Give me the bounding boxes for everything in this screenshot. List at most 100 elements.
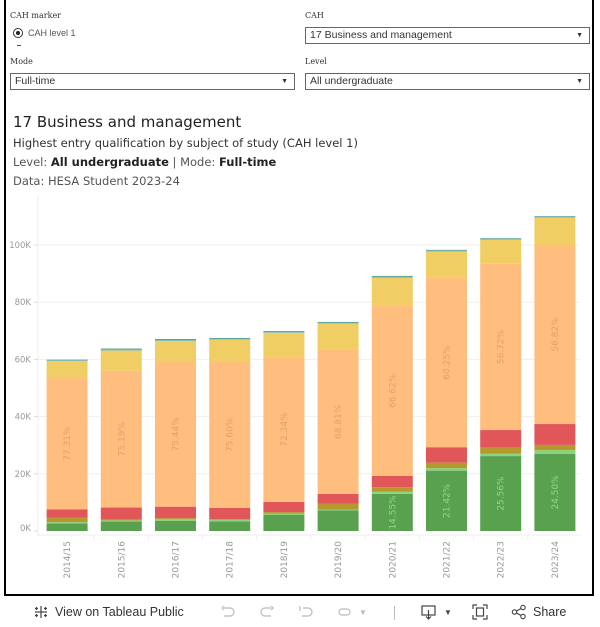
bar-stack: 72.34% [263, 331, 305, 531]
bar-data-label: 72.34% [280, 412, 290, 447]
page-title: 17 Business and management [13, 113, 242, 131]
bar-segment-teal [46, 359, 88, 361]
view-on-tableau-public-button[interactable]: View on Tableau Public [33, 604, 184, 620]
bar-segment-green [480, 456, 522, 531]
view-on-tableau-public-label: View on Tableau Public [55, 605, 184, 619]
bar-data-label: 66.62% [388, 373, 398, 408]
y-tick-label: 40K [15, 413, 32, 423]
bar-segment-olive [46, 517, 88, 523]
bar-segment-light-blue [480, 238, 522, 240]
fullscreen-icon [472, 604, 488, 620]
bar-stack: 14.55% 66.62% [371, 275, 413, 531]
bar-data-label: 60.25% [443, 345, 453, 380]
bar-segment-green [100, 521, 142, 531]
mode-dropdown-value: Full-time [15, 75, 56, 87]
bar-data-label: 75.44% [172, 417, 182, 452]
cah-dropdown-value: 17 Business and management [310, 29, 452, 41]
bar-stack: 24.50% 56.82% [534, 216, 576, 531]
refresh-button[interactable]: ▼ [337, 604, 367, 620]
bar-segment-red [263, 501, 305, 513]
bar-segment-light-blue [534, 216, 576, 218]
mode-filter-label: Mode [10, 57, 33, 66]
download-icon [421, 605, 436, 620]
x-tick-label: 2021/22 [443, 541, 453, 578]
redo-button[interactable] [259, 604, 275, 620]
bar-stack: 68.81% [317, 321, 359, 531]
level-dropdown[interactable]: All undergraduate ▼ [305, 73, 590, 90]
tableau-logo-icon [35, 606, 47, 618]
bar-stack: 21.42% 60.25% [426, 249, 467, 531]
bar-segment-light-blue [46, 360, 88, 362]
bar-segment-yellow [426, 251, 467, 278]
bar-segment-orange [371, 305, 413, 476]
chevron-down-icon: ▼ [576, 32, 583, 39]
bar-data-label: 56.72% [497, 329, 507, 364]
cah-level-1-label: CAH level 1 [28, 28, 76, 38]
bar-segment-light-green [317, 509, 359, 511]
bar-segment-olive [100, 518, 142, 521]
level-dropdown-value: All undergraduate [310, 75, 393, 87]
bar-segment-orange [155, 361, 196, 507]
dashboard-frame [4, 0, 594, 596]
mode-dropdown[interactable]: Full-time ▼ [10, 73, 295, 90]
bar-data-label: 75.60% [226, 417, 236, 452]
refresh-dropdown-icon: ▼ [359, 607, 367, 617]
bar-segment-yellow [46, 361, 88, 378]
bars: 77.31% 75.19% 75.44% 75.60% 72.34% 68.81% 14.5… [46, 216, 576, 531]
download-button[interactable]: ▼ [420, 604, 452, 620]
mode-prefix: Mode: [180, 155, 219, 169]
bar-segment-teal [371, 275, 413, 277]
fullscreen-button[interactable] [472, 604, 488, 620]
bar-segment-olive [371, 487, 413, 492]
bar-data-label: 68.81% [334, 404, 344, 439]
bar-segment-light-green [534, 450, 576, 454]
bar-segment-light-green [480, 453, 522, 457]
data-source: Data: HESA Student 2023-24 [13, 174, 180, 188]
cah-level-1-radio[interactable]: CAH level 1 [13, 28, 76, 38]
bar-segment-green [263, 514, 305, 531]
bar-segment-orange [534, 245, 576, 425]
bar-segment-orange [209, 361, 251, 508]
chart-subtitle: Highest entry qualification by subject o… [13, 136, 358, 150]
bar-segment-light-blue [263, 331, 305, 333]
bar-segment-yellow [480, 239, 522, 264]
chevron-down-icon: ▼ [281, 78, 288, 85]
bar-segment-orange [480, 263, 522, 431]
cah-dropdown[interactable]: 17 Business and management ▼ [305, 27, 590, 44]
bar-segment-light-blue [426, 250, 467, 252]
bar-segment-yellow [263, 332, 305, 358]
bar-segment-teal [100, 348, 142, 350]
bar-segment-teal [209, 337, 251, 339]
bar-data-label: 25.56% [497, 476, 507, 511]
bar-segment-olive [426, 462, 467, 469]
undo-button[interactable] [220, 604, 236, 620]
x-tick-label: 2020/21 [388, 541, 398, 578]
bar-segment-olive [317, 503, 359, 510]
bar-segment-red [100, 507, 142, 519]
revert-button[interactable] [298, 604, 314, 620]
y-tick-label: 60K [15, 355, 32, 365]
mode-value: Full-time [218, 155, 277, 169]
level-filter-label: Level [305, 57, 327, 66]
bar-segment-light-blue [209, 338, 251, 340]
bar-segment-olive [534, 444, 576, 451]
bar-segment-red [46, 509, 88, 518]
toolbar-divider [394, 606, 395, 620]
bar-segment-yellow [100, 350, 142, 371]
undo-icon [221, 605, 235, 617]
bar-segment-teal [480, 238, 522, 239]
bar-stack: 77.31% [46, 359, 88, 531]
bar-segment-teal [155, 339, 196, 341]
bar-segment-light-blue [371, 276, 413, 278]
x-tick-label: 2023/24 [551, 541, 561, 579]
bar-segment-olive [480, 447, 522, 454]
x-tick-label: 2017/18 [226, 541, 236, 579]
share-button[interactable]: Share [511, 604, 566, 620]
tableau-toolbar: View on Tableau Public ▼ ▼ Share [0, 598, 600, 627]
bar-data-label: 56.82% [551, 317, 561, 352]
bar-segment-olive [155, 518, 196, 519]
bar-segment-orange [426, 277, 467, 448]
y-tick-label: 100K [9, 241, 31, 251]
level-prefix: Level: [13, 155, 51, 169]
level-value: All undergraduate [50, 155, 169, 169]
